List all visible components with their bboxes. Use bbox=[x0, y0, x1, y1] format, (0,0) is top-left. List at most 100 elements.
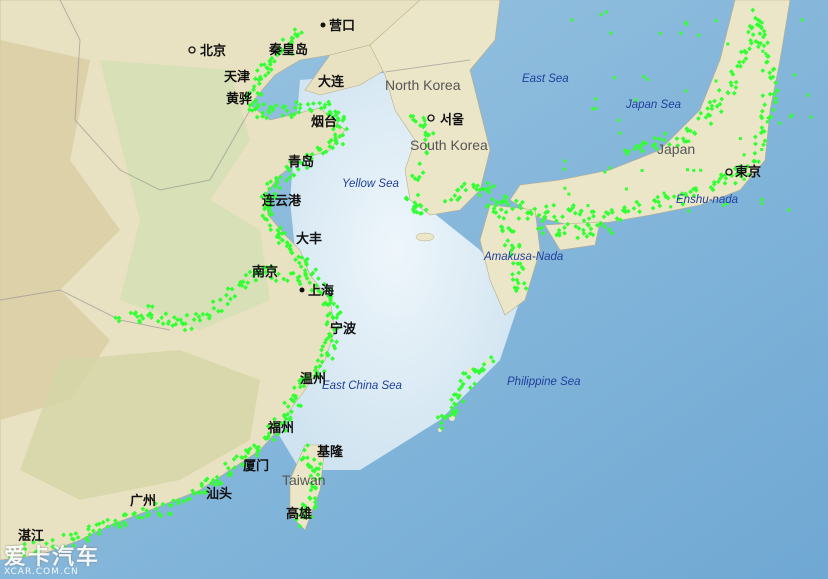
sea-label-enshu-nada: Enshu-nada bbox=[676, 194, 738, 206]
station-marker bbox=[204, 312, 210, 317]
station-marker bbox=[253, 98, 259, 104]
city-label-qinhuangdao: 秦皇岛 bbox=[268, 42, 308, 58]
station-marker bbox=[760, 198, 764, 201]
station-marker bbox=[252, 76, 258, 82]
station-marker bbox=[296, 254, 302, 260]
station-marker bbox=[760, 201, 764, 205]
station-marker bbox=[281, 104, 287, 110]
station-marker bbox=[594, 97, 598, 101]
city-label-keelung: 基隆 bbox=[316, 444, 344, 460]
station-marker bbox=[175, 497, 181, 503]
station-marker bbox=[332, 109, 338, 115]
station-marker bbox=[679, 31, 683, 35]
station-marker bbox=[212, 482, 218, 488]
station-marker bbox=[424, 150, 430, 156]
station-marker bbox=[761, 49, 765, 53]
city-label-qingdao: 青岛 bbox=[288, 154, 314, 170]
station-marker bbox=[290, 172, 296, 178]
station-marker bbox=[278, 421, 284, 427]
station-marker bbox=[311, 457, 317, 463]
terrain-shading-green bbox=[100, 60, 270, 330]
station-marker bbox=[254, 453, 260, 458]
station-marker bbox=[265, 70, 271, 76]
station-marker bbox=[790, 113, 794, 117]
station-marker bbox=[409, 173, 415, 179]
station-marker bbox=[189, 326, 195, 332]
station-marker bbox=[292, 105, 298, 111]
station-marker bbox=[328, 293, 334, 299]
city-label-zhanjiang: 湛江 bbox=[18, 528, 44, 544]
station-marker bbox=[325, 352, 331, 358]
station-marker bbox=[688, 189, 694, 195]
station-marker bbox=[160, 501, 166, 507]
station-marker bbox=[471, 184, 477, 190]
station-marker bbox=[415, 192, 421, 198]
station-marker bbox=[494, 199, 499, 205]
station-marker bbox=[272, 191, 278, 197]
station-marker bbox=[273, 102, 279, 108]
city-label-nanjing: 南京 bbox=[252, 264, 278, 280]
station-marker bbox=[510, 277, 516, 283]
station-marker bbox=[304, 262, 310, 268]
station-marker bbox=[658, 31, 662, 35]
station-marker bbox=[809, 115, 813, 119]
station-marker bbox=[535, 226, 541, 232]
station-marker bbox=[160, 321, 166, 327]
station-marker bbox=[608, 166, 612, 170]
station-marker bbox=[330, 356, 335, 362]
station-marker bbox=[632, 146, 638, 152]
station-marker bbox=[276, 45, 282, 51]
station-marker bbox=[334, 315, 340, 321]
station-marker bbox=[302, 447, 307, 453]
city-label-dalian: 大连 bbox=[318, 74, 345, 90]
station-marker bbox=[261, 62, 267, 67]
station-marker bbox=[262, 73, 268, 78]
station-marker bbox=[203, 478, 209, 483]
station-marker bbox=[518, 205, 524, 211]
station-marker bbox=[760, 148, 764, 151]
station-marker bbox=[253, 277, 259, 283]
station-marker bbox=[714, 79, 718, 83]
korean-peninsula bbox=[369, 0, 501, 216]
station-marker bbox=[503, 194, 509, 200]
station-marker bbox=[319, 347, 324, 353]
station-marker bbox=[570, 18, 574, 22]
station-marker bbox=[580, 227, 586, 233]
station-marker bbox=[266, 186, 272, 192]
station-marker bbox=[243, 285, 249, 290]
station-marker bbox=[655, 194, 661, 200]
station-marker bbox=[640, 169, 644, 172]
station-marker bbox=[789, 115, 793, 119]
station-marker bbox=[7, 554, 13, 560]
station-marker bbox=[422, 137, 428, 143]
station-marker bbox=[203, 490, 208, 496]
station-marker bbox=[304, 276, 310, 281]
station-marker bbox=[451, 401, 457, 407]
station-marker bbox=[21, 553, 27, 559]
station-marker bbox=[413, 119, 419, 124]
station-marker bbox=[299, 160, 305, 166]
station-marker bbox=[705, 106, 711, 111]
station-marker bbox=[307, 280, 313, 286]
station-marker bbox=[273, 278, 279, 284]
station-marker bbox=[197, 317, 203, 323]
station-marker bbox=[171, 314, 177, 320]
station-marker bbox=[132, 510, 138, 516]
station-marker bbox=[312, 499, 318, 505]
station-marker bbox=[318, 105, 324, 111]
station-marker bbox=[474, 186, 480, 192]
station-marker bbox=[311, 101, 316, 106]
station-marker bbox=[675, 143, 681, 149]
station-marker bbox=[128, 310, 134, 316]
station-marker bbox=[591, 107, 595, 111]
station-marker bbox=[475, 183, 481, 189]
station-marker bbox=[503, 198, 509, 204]
station-marker bbox=[315, 358, 321, 363]
station-marker bbox=[674, 136, 680, 142]
station-marker bbox=[453, 392, 459, 398]
station-marker bbox=[711, 187, 715, 191]
station-marker bbox=[412, 200, 418, 206]
station-marker bbox=[787, 208, 791, 212]
station-marker bbox=[264, 217, 270, 223]
